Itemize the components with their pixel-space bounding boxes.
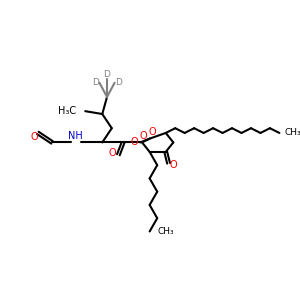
Text: D: D (92, 78, 99, 87)
Text: O: O (139, 131, 147, 141)
Text: D: D (115, 78, 122, 87)
Text: O: O (109, 148, 116, 158)
Text: D: D (103, 70, 110, 79)
Text: O: O (30, 132, 38, 142)
Text: CH₃: CH₃ (284, 128, 300, 137)
Text: H₃C: H₃C (58, 106, 76, 116)
Text: NH: NH (68, 131, 83, 141)
Text: O: O (169, 160, 177, 170)
Text: O: O (149, 127, 156, 137)
Text: CH₃: CH₃ (157, 227, 174, 236)
Text: O: O (131, 137, 138, 147)
